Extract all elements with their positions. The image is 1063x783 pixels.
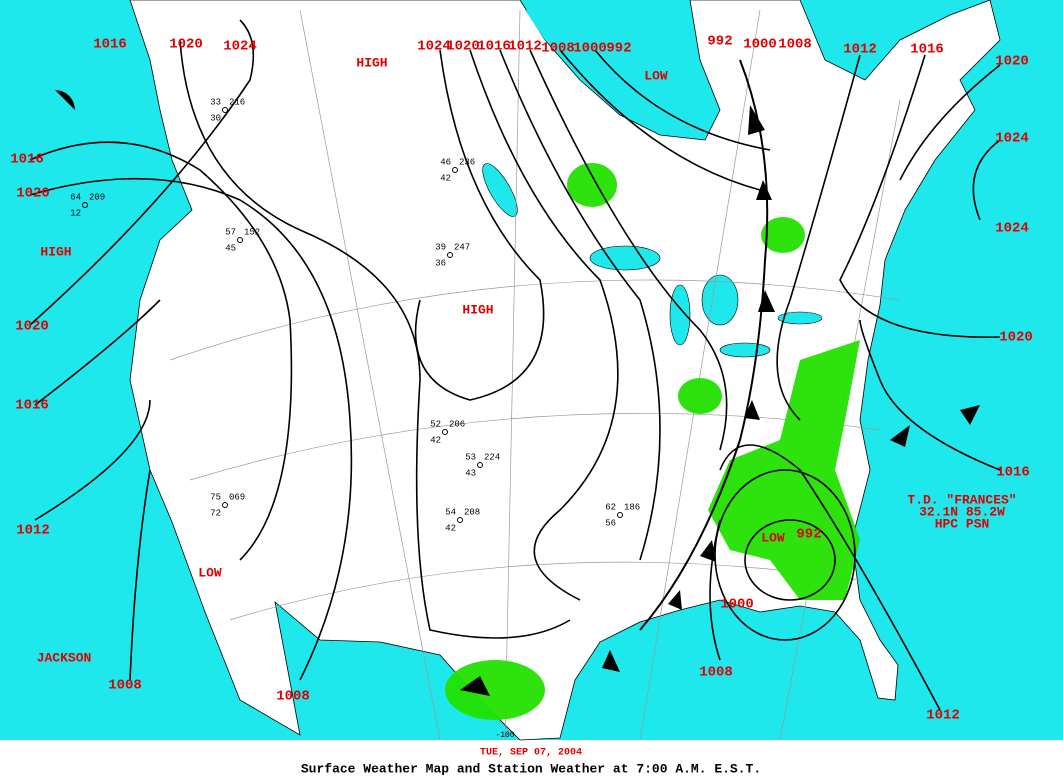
station-dew: 72 xyxy=(210,508,221,518)
isobar-label: 1008 xyxy=(108,678,142,694)
station-dew: 36 xyxy=(435,258,446,268)
storm-name: T.D. "FRANCES" xyxy=(907,492,1016,507)
isobar-label: 1020 xyxy=(995,54,1029,70)
isobar-label: 1016 xyxy=(910,42,944,58)
station-dew: 42 xyxy=(440,173,451,183)
place-label: JACKSON xyxy=(37,650,92,665)
pressure-system: HIGH xyxy=(356,55,387,70)
isobar-label: 1020 xyxy=(169,37,203,53)
station-temp: 53 xyxy=(465,452,476,462)
station-dot xyxy=(447,252,453,258)
isobar-label: 1024 xyxy=(223,39,257,55)
station-temp: 39 xyxy=(435,242,446,252)
low-center xyxy=(55,90,75,110)
footer-date: TUE, SEP 07, 2004 xyxy=(480,748,582,759)
isobar-label: 1016 xyxy=(93,37,127,53)
isobar-label: 992 xyxy=(796,527,821,543)
pressure-system: HIGH xyxy=(462,302,493,317)
station-pressure: 206 xyxy=(449,419,465,429)
pressure-system: LOW xyxy=(198,565,222,580)
station-dew: 42 xyxy=(430,435,441,445)
station-dot xyxy=(82,202,88,208)
station-temp: 54 xyxy=(445,507,456,517)
station-pressure: 236 xyxy=(459,157,475,167)
isobar-label: 1012 xyxy=(926,708,960,724)
station-pressure: 224 xyxy=(484,452,500,462)
station-dew: 45 xyxy=(225,243,236,253)
station-dew: 30 xyxy=(210,113,221,123)
isobar-label: 1000 xyxy=(743,37,777,53)
pressure-system: LOW xyxy=(644,68,668,83)
station-pressure: 209 xyxy=(89,192,105,202)
station-dot xyxy=(222,502,228,508)
storm-position: 32.1N 85.2W xyxy=(919,504,1005,519)
station-dew: 42 xyxy=(445,523,456,533)
isobar-label: 1020 xyxy=(999,330,1033,346)
isobar-label: 1012 xyxy=(508,39,542,55)
hudson-bay xyxy=(525,10,715,135)
station-temp: 75 xyxy=(210,492,221,502)
isobar-label: 1012 xyxy=(16,523,50,539)
station-dot xyxy=(457,517,463,523)
longitude-label: -100 xyxy=(495,731,514,740)
isobar-label: 1024 xyxy=(417,39,451,55)
station-pressure: 186 xyxy=(624,502,640,512)
station-pressure: 247 xyxy=(454,242,470,252)
isobar-label: 992 xyxy=(606,41,631,57)
isobar-label: 992 xyxy=(707,34,732,50)
cold-front xyxy=(460,59,980,696)
isobar-label: 1020 xyxy=(446,39,480,55)
station-dot xyxy=(442,429,448,435)
isobar-label: 1024 xyxy=(995,131,1029,147)
station-dew: 43 xyxy=(465,468,476,478)
station-dot xyxy=(477,462,483,468)
station-pressure: 152 xyxy=(244,227,260,237)
station-dot xyxy=(452,167,458,173)
pressure-system: HIGH xyxy=(40,244,71,259)
isobar-label: 1016 xyxy=(10,152,44,168)
isobar-label: 1016 xyxy=(996,465,1030,481)
isobar-label: 1020 xyxy=(16,186,50,202)
isobar-label: 1000 xyxy=(720,597,754,613)
station-temp: 57 xyxy=(225,227,236,237)
storm-source: HPC PSN xyxy=(935,516,990,531)
station-temp: 62 xyxy=(605,502,616,512)
station-temp: 64 xyxy=(70,192,81,202)
isobar-label: 1012 xyxy=(843,42,877,58)
great-lakes xyxy=(482,163,823,358)
station-temp: 33 xyxy=(210,97,221,107)
station-dot xyxy=(222,107,228,113)
footer-title: Surface Weather Map and Station Weather … xyxy=(301,761,761,776)
station-pressure: 069 xyxy=(229,492,245,502)
isobar-label: 1008 xyxy=(699,665,733,681)
station-pressure: 216 xyxy=(229,97,245,107)
isobar-label: 1016 xyxy=(477,39,511,55)
isobars xyxy=(29,19,1001,711)
station-temp: 52 xyxy=(430,419,441,429)
isobar-label: 1008 xyxy=(541,41,575,57)
station-dew: 12 xyxy=(70,208,81,218)
station-pressure: 208 xyxy=(464,507,480,517)
station-dew: 56 xyxy=(605,518,616,528)
isobar-label: 1024 xyxy=(995,221,1029,237)
pressure-system: LOW xyxy=(761,530,785,545)
isobar-label: 1016 xyxy=(15,398,49,414)
isobar-label: 1008 xyxy=(276,689,310,705)
station-dot xyxy=(237,237,243,243)
station-temp: 46 xyxy=(440,157,451,167)
isobar-label: 1008 xyxy=(778,37,812,53)
isobar-label: 1000 xyxy=(573,41,607,57)
station-dot xyxy=(617,512,623,518)
isobar-label: 1020 xyxy=(15,319,49,335)
